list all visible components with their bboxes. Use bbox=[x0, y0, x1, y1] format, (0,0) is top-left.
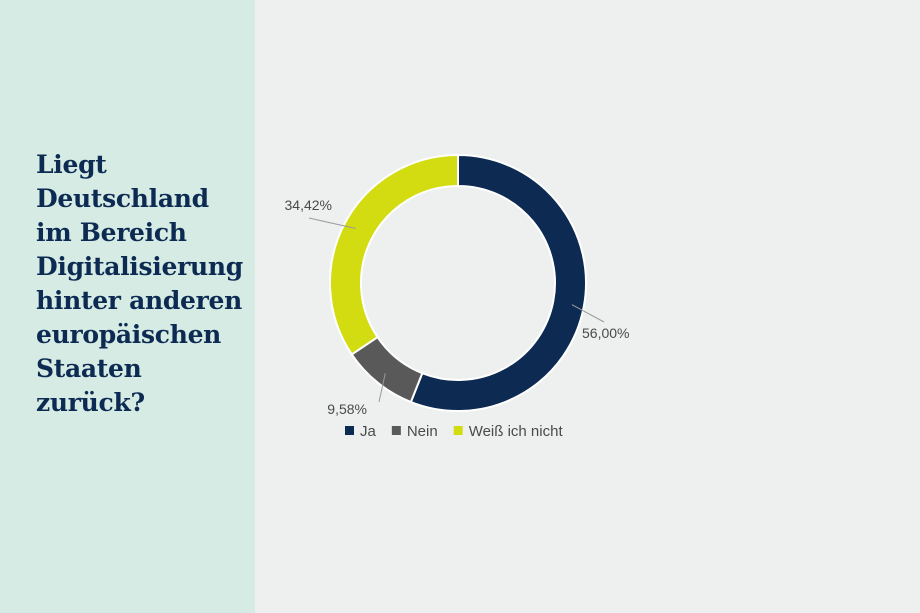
donut-chart: 56,00% 9,58% 34,42% Ja Nein Weiß ich nicht bbox=[285, 153, 629, 440]
data-label: 34,42% bbox=[285, 197, 332, 213]
legend-label: Nein bbox=[407, 423, 438, 440]
data-label: 56,00% bbox=[582, 325, 629, 341]
leader-line bbox=[378, 373, 386, 403]
legend-swatch bbox=[453, 426, 463, 435]
question-heading: Liegt Deutschland im Bereich Digitalisie… bbox=[36, 150, 243, 417]
legend-swatch bbox=[391, 426, 401, 435]
slice-weiß-ich-nicht bbox=[329, 153, 459, 356]
side-panel: Liegt Deutschland im Bereich Digitalisie… bbox=[0, 0, 255, 613]
leader-line bbox=[571, 304, 605, 323]
legend-swatch bbox=[345, 426, 354, 435]
legend-label: Weiß ich nicht bbox=[469, 423, 564, 440]
slice-ja bbox=[409, 153, 587, 412]
chart-area: 56,00% 9,58% 34,42% Ja Nein Weiß ich nicht bbox=[255, 0, 920, 613]
leader-line bbox=[308, 217, 356, 229]
data-label: 9,58% bbox=[327, 401, 367, 417]
legend-label: Ja bbox=[360, 423, 377, 440]
